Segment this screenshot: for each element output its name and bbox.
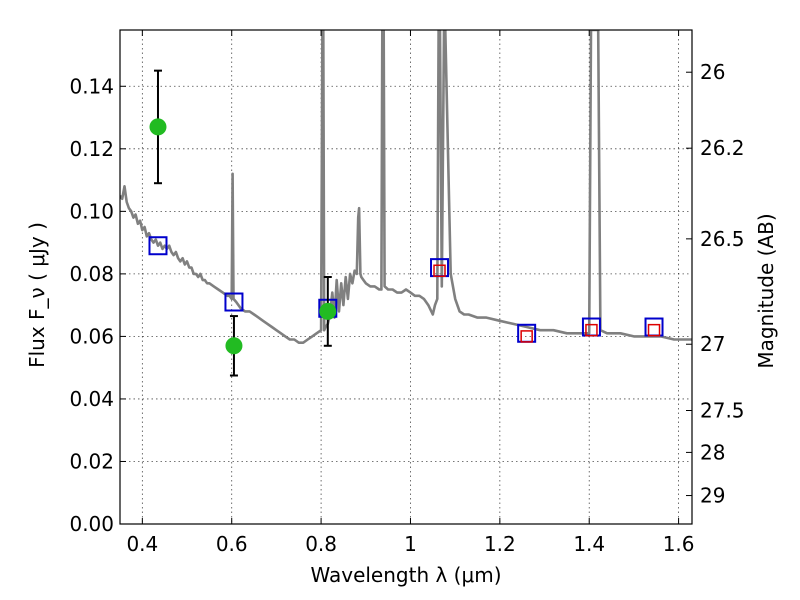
y-tick-label: 0.12 xyxy=(69,137,114,161)
x-tick-label: 1.6 xyxy=(663,532,695,556)
right-axis-ticks: 26 26.2 26.5 27 27.5 28 29 xyxy=(686,60,745,508)
measured-flux-point xyxy=(149,118,167,136)
measured-flux-point xyxy=(225,337,243,355)
x-tick-label: 1.2 xyxy=(484,532,516,556)
y-tick-label: 0.08 xyxy=(69,262,114,286)
y-tick-label: 0.02 xyxy=(69,449,114,473)
y-tick-label: 0.04 xyxy=(69,387,114,411)
observed-photometry-square xyxy=(647,323,661,337)
model-photometry-square xyxy=(148,236,168,256)
y-axis-label: Flux F_ν ( μJy ) xyxy=(25,222,49,368)
x-tick-label: 0.6 xyxy=(216,532,248,556)
right-tick-label: 27.5 xyxy=(700,399,745,423)
model-photometry-square xyxy=(224,292,244,312)
measured-flux-point xyxy=(319,302,337,320)
x-tick-label: 1.4 xyxy=(573,532,605,556)
plot-frame xyxy=(119,29,693,525)
right-tick-label: 28 xyxy=(700,440,725,464)
right-tick-label: 26 xyxy=(700,60,725,84)
observed-photometry-square xyxy=(585,323,598,337)
y-tick-label: 0.06 xyxy=(69,324,114,348)
y-axis-ticks: 0.00 0.02 0.04 0.06 0.08 0.10 0.12 0.14 xyxy=(69,74,126,536)
right-tick-label: 26.2 xyxy=(700,136,745,160)
right-tick-label: 26.5 xyxy=(700,227,745,251)
grid-lines xyxy=(120,30,692,525)
spectrum-line xyxy=(120,30,692,344)
right-tick-label: 27 xyxy=(700,332,725,356)
x-tick-label: 0.4 xyxy=(126,532,158,556)
observed-photometry-square xyxy=(520,330,533,343)
x-axis-label: Wavelength λ (μm) xyxy=(310,563,501,587)
x-tick-label: 0.8 xyxy=(305,532,337,556)
observed-photometry-square xyxy=(433,264,446,277)
x-axis-ticks: 0.4 0.6 0.8 1 1.2 1.4 1.6 xyxy=(126,30,695,556)
x-tick-label: 1 xyxy=(404,532,417,556)
right-axis-label: Magnitude (AB) xyxy=(754,213,778,368)
right-tick-label: 29 xyxy=(700,484,725,508)
y-tick-label: 0.10 xyxy=(69,199,114,223)
y-tick-label: 0.14 xyxy=(69,74,114,98)
plot-area xyxy=(120,30,692,377)
y-tick-label: 0.00 xyxy=(69,512,114,536)
